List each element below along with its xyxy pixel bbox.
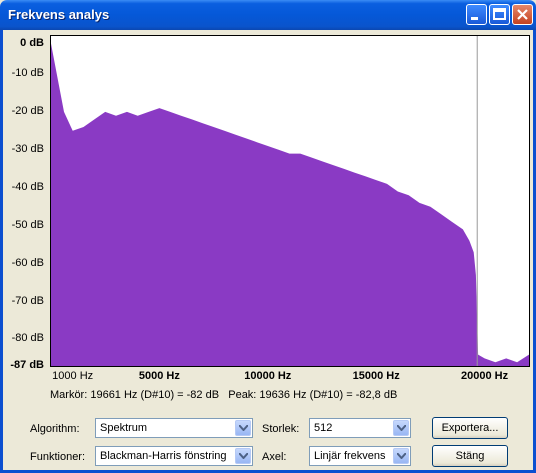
y-tick-label: -20 dB: [11, 104, 44, 117]
x-tick-label: 1000 Hz: [52, 370, 94, 382]
y-tick-label: -87 dB: [10, 359, 44, 371]
maximize-button[interactable]: [489, 4, 510, 25]
axis-label: Axel:: [262, 451, 287, 463]
marker-readout: Markör: 19661 Hz (D#10) = -82 dB: [50, 389, 220, 401]
x-tick-label: 5000 Hz: [138, 370, 180, 382]
chevron-down-icon[interactable]: [393, 420, 409, 436]
y-tick-label: -80 dB: [11, 332, 44, 345]
y-tick-label: -60 dB: [11, 256, 44, 269]
y-tick-label: -30 dB: [11, 142, 44, 155]
close-icon: [517, 9, 528, 20]
close-button[interactable]: [512, 4, 533, 25]
peak-readout: Peak: 19636 Hz (D#10) = -82,8 dB: [228, 389, 398, 401]
chevron-down-icon[interactable]: [393, 448, 409, 464]
y-tick-label: -50 dB: [11, 218, 44, 231]
title-bar[interactable]: Frekvens analys: [0, 0, 536, 30]
spectrum-area: [51, 43, 529, 366]
chevron-down-icon[interactable]: [235, 420, 251, 436]
export-button[interactable]: Exportera...: [432, 417, 508, 439]
x-tick-label: 20000 Hz: [461, 370, 509, 382]
x-tick-label: 10000 Hz: [244, 370, 292, 382]
window-title: Frekvens analys: [8, 7, 110, 22]
functions-value: Blackman-Harris fönstring: [100, 450, 227, 462]
chevron-down-icon[interactable]: [235, 448, 251, 464]
functions-label: Funktioner:: [30, 451, 86, 463]
axis-value: Linjär frekvens: [314, 450, 386, 462]
functions-select[interactable]: Blackman-Harris fönstring: [95, 446, 253, 466]
x-tick-label: 15000 Hz: [352, 370, 400, 382]
y-tick-label: 0 dB: [20, 37, 44, 49]
algorithm-label: Algorithm:: [30, 423, 80, 435]
algorithm-value: Spektrum: [100, 422, 148, 434]
spectrum-plot[interactable]: [50, 35, 530, 367]
algorithm-select[interactable]: Spektrum: [95, 418, 253, 438]
y-tick-label: -70 dB: [11, 294, 44, 307]
axis-select[interactable]: Linjär frekvens: [309, 446, 411, 466]
size-value: 512: [314, 422, 333, 434]
size-select[interactable]: 512: [309, 418, 411, 438]
window-frame: [0, 30, 536, 473]
minimize-button[interactable]: [466, 4, 487, 25]
maximize-icon: [493, 8, 506, 20]
close-dialog-button[interactable]: Stäng: [432, 445, 508, 467]
y-tick-label: -40 dB: [11, 180, 44, 193]
size-label: Storlek:: [262, 423, 300, 435]
readout-line: Markör: 19661 Hz (D#10) = -82 dB Peak: 1…: [50, 389, 397, 401]
spectrum-svg: [51, 36, 529, 366]
minimize-icon: [471, 17, 478, 20]
y-tick-label: -10 dB: [11, 66, 44, 79]
